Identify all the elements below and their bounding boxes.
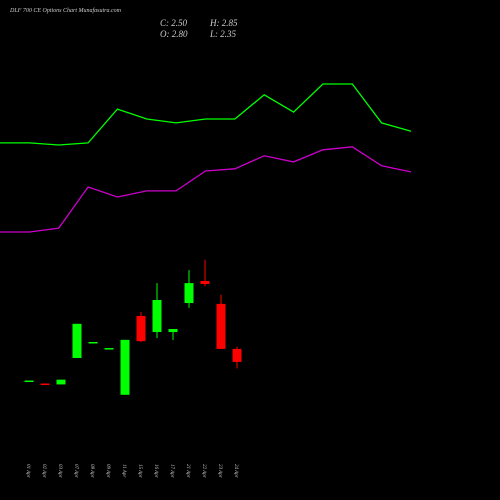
x-tick-label: 16 Apr bbox=[153, 464, 158, 478]
candle-body bbox=[72, 323, 82, 359]
candle-body bbox=[152, 300, 162, 333]
candle-body bbox=[56, 379, 66, 385]
chart-title: DLF 700 CE Options Chart Munafasutra.com bbox=[9, 7, 122, 14]
x-tick-label: 24 Apr bbox=[233, 464, 238, 478]
x-tick-label: 07 Apr bbox=[73, 464, 78, 478]
x-tick-label: 09 Apr bbox=[105, 464, 110, 478]
ohlc-label: H: 2.85 bbox=[209, 18, 238, 28]
candle-body bbox=[184, 283, 194, 304]
x-tick-label: 11 Apr bbox=[121, 464, 126, 477]
candle-body bbox=[216, 303, 226, 349]
candle-body bbox=[88, 341, 98, 344]
x-tick-label: 15 Apr bbox=[137, 464, 142, 478]
candle-body bbox=[200, 280, 210, 284]
x-tick-label: 08 Apr bbox=[89, 464, 94, 478]
ohlc-label: L: 2.35 bbox=[209, 29, 237, 39]
ohlc-label: O: 2.80 bbox=[160, 29, 188, 39]
candle-body bbox=[120, 339, 130, 395]
candle-body bbox=[104, 348, 114, 350]
x-tick-label: 17 Apr bbox=[169, 464, 174, 478]
x-tick-label: 02 Apr bbox=[41, 464, 46, 478]
candle-body bbox=[40, 383, 50, 386]
x-tick-label: 23 Apr bbox=[217, 464, 222, 478]
candle-body bbox=[168, 329, 178, 333]
candle-body bbox=[232, 348, 242, 362]
x-tick-label: 22 Apr bbox=[201, 464, 206, 478]
indicator-line bbox=[0, 146, 412, 233]
x-tick-label: 03 Apr bbox=[57, 464, 62, 478]
x-tick-label: 21 Apr bbox=[185, 464, 190, 478]
indicator-line bbox=[0, 83, 412, 146]
candle-body bbox=[24, 380, 34, 383]
x-tick-label: 01 Apr bbox=[25, 464, 30, 478]
ohlc-label: C: 2.50 bbox=[160, 18, 188, 28]
candle-body bbox=[136, 316, 146, 342]
